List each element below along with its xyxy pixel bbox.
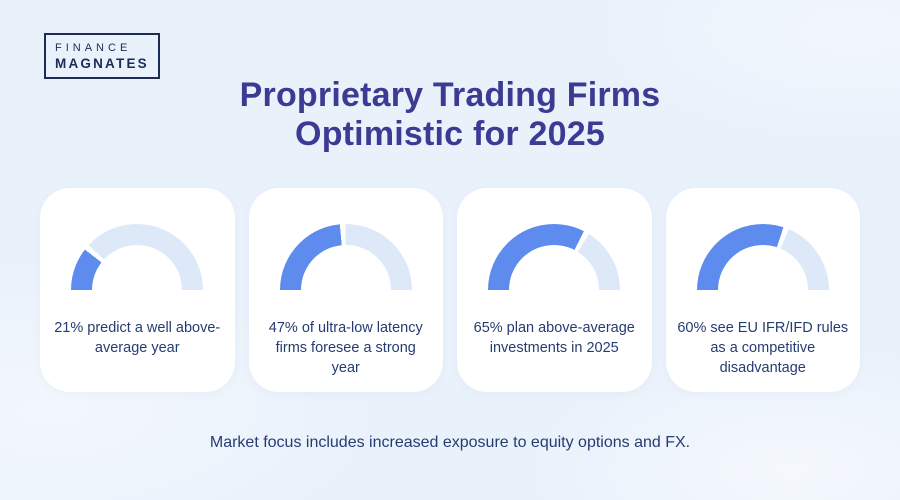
gauge-chart-65-percent xyxy=(488,224,621,290)
stat-text: 65% plan above-average investments in 20… xyxy=(473,320,635,356)
stat-card-2: 47% of ultra-low latency firms foresee a… xyxy=(248,188,443,392)
page-title-line1: Proprietary Trading Firms xyxy=(239,76,661,114)
stats-cards-row: 21% predict a well above-average year 47… xyxy=(40,188,860,392)
gauge-arc xyxy=(279,224,412,290)
stat-text: 47% of ultra-low latency firms foresee a… xyxy=(268,320,423,376)
gauge-chart-21-percent xyxy=(71,224,204,290)
page-title: Proprietary Trading Firms Optimistic for … xyxy=(0,76,900,155)
stat-text: 21% predict a well above-average year xyxy=(54,320,221,356)
logo-text-magnates: MAGNATES xyxy=(55,56,149,71)
stat-card-1: 21% predict a well above-average year xyxy=(40,188,235,392)
finance-magnates-logo: FINANCE MAGNATES xyxy=(44,33,160,79)
logo-text-finance: FINANCE xyxy=(55,42,132,54)
page-title-line2: Optimistic for 2025 xyxy=(295,115,605,154)
gauge-chart-47-percent xyxy=(279,224,412,290)
gauge-chart-60-percent xyxy=(696,224,829,290)
stat-text: 60% see EU IFR/IFD rules as a competitiv… xyxy=(677,320,849,376)
gauge-arc xyxy=(696,224,829,290)
gauge-arc xyxy=(488,224,621,290)
gauge-arc xyxy=(71,224,204,290)
stat-card-3: 65% plan above-average investments in 20… xyxy=(457,188,652,392)
stat-card-4: 60% see EU IFR/IFD rules as a competitiv… xyxy=(665,188,860,392)
footer-note: Market focus includes increased exposure… xyxy=(209,434,691,451)
